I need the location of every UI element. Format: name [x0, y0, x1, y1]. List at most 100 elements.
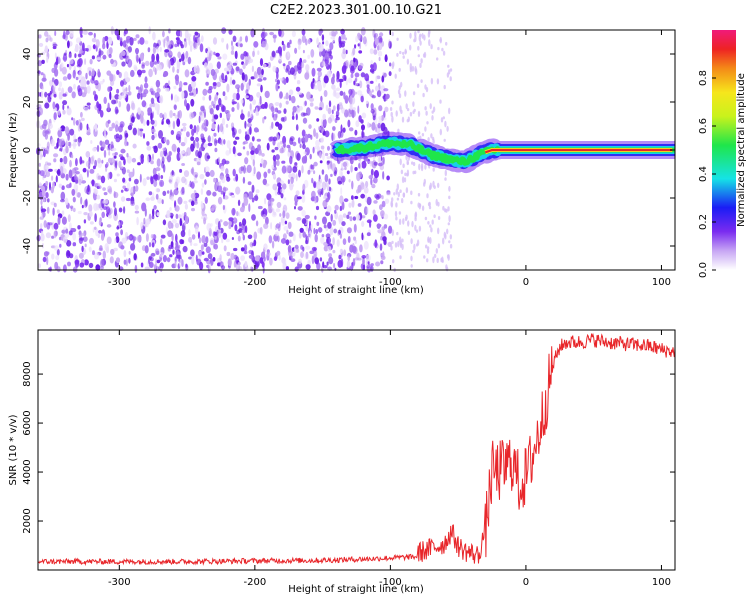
noise-blob	[166, 155, 172, 163]
noise-blob	[377, 229, 383, 234]
noise-blob	[124, 28, 128, 35]
noise-blob	[168, 179, 172, 183]
noise-blob	[219, 112, 222, 118]
noise-blob	[66, 107, 72, 116]
noise-blob	[298, 258, 302, 265]
noise-blob	[104, 35, 109, 42]
noise-blob	[232, 62, 237, 66]
noise-blob	[430, 77, 434, 85]
noise-blob	[322, 153, 325, 161]
noise-blob	[262, 214, 267, 220]
noise-blob	[89, 58, 93, 65]
noise-blob	[325, 104, 329, 112]
noise-blob	[361, 221, 365, 227]
noise-blob	[327, 117, 332, 124]
noise-blob	[250, 150, 255, 156]
noise-blob	[346, 170, 350, 175]
noise-blob	[267, 61, 271, 69]
noise-blob	[316, 221, 320, 226]
noise-blob	[54, 30, 57, 36]
noise-blob	[337, 230, 340, 236]
noise-blob	[56, 110, 61, 115]
noise-blob	[85, 160, 91, 168]
noise-blob	[369, 68, 375, 73]
noise-blob	[357, 43, 360, 47]
noise-blob	[370, 178, 373, 186]
noise-blob	[448, 215, 451, 223]
noise-blob	[292, 141, 297, 147]
noise-blob	[394, 73, 397, 79]
noise-blob	[340, 171, 343, 178]
noise-blob	[157, 142, 163, 149]
noise-blob	[247, 118, 252, 124]
noise-blob	[417, 54, 420, 58]
noise-blob	[296, 217, 302, 221]
noise-blob	[118, 94, 122, 101]
noise-blob	[402, 163, 405, 169]
noise-blob	[214, 147, 218, 153]
noise-blob	[226, 83, 230, 93]
noise-blob	[338, 36, 342, 44]
noise-blob	[361, 232, 364, 241]
noise-blob	[101, 211, 105, 218]
noise-blob	[240, 255, 246, 261]
noise-blob	[79, 122, 83, 131]
noise-blob	[190, 136, 195, 142]
noise-blob	[424, 126, 427, 132]
y-tick-label: 40	[22, 48, 33, 61]
noise-blob	[288, 60, 292, 66]
noise-blob	[242, 165, 246, 174]
noise-blob	[417, 29, 420, 34]
noise-blob	[218, 232, 222, 239]
noise-blob	[118, 207, 123, 213]
noise-blob	[91, 37, 97, 43]
noise-blob	[231, 40, 233, 47]
noise-blob	[56, 142, 59, 149]
noise-blob	[387, 241, 392, 247]
noise-blob	[135, 47, 139, 55]
noise-blob	[216, 61, 221, 69]
noise-blob	[289, 39, 292, 45]
spectrogram-x-ticks: -300 -200 -100 0 100	[108, 30, 671, 288]
noise-blob	[388, 225, 393, 234]
noise-blob	[431, 219, 434, 225]
noise-blob	[213, 114, 219, 120]
noise-blob	[420, 79, 423, 83]
noise-blob	[307, 133, 311, 139]
noise-blob	[145, 197, 151, 201]
noise-blob	[339, 205, 343, 212]
noise-blob	[162, 30, 165, 38]
noise-blob	[427, 137, 430, 142]
noise-blob	[391, 100, 394, 105]
noise-blob	[411, 161, 414, 165]
noise-blob	[432, 256, 435, 264]
noise-blob	[307, 54, 311, 60]
noise-blob	[357, 203, 362, 207]
noise-blob	[394, 210, 398, 217]
noise-blob	[92, 250, 95, 256]
noise-blob	[190, 80, 197, 88]
noise-blob	[396, 197, 400, 201]
noise-blob	[165, 87, 170, 92]
noise-blob	[449, 243, 453, 249]
noise-blob	[391, 240, 394, 244]
noise-blob	[413, 108, 416, 112]
noise-blob	[223, 139, 226, 145]
noise-blob	[255, 111, 259, 116]
noise-blob	[103, 96, 107, 104]
noise-blob	[313, 161, 318, 167]
noise-blob	[52, 77, 55, 83]
noise-blob	[315, 205, 320, 211]
noise-blob	[228, 191, 231, 197]
noise-blob	[89, 168, 95, 174]
noise-blob	[52, 45, 57, 50]
noise-blob	[81, 245, 84, 253]
noise-blob	[131, 157, 137, 163]
noise-blob	[67, 105, 69, 109]
noise-blob	[166, 139, 170, 146]
noise-blob	[330, 36, 336, 40]
noise-blob	[384, 106, 389, 113]
noise-blob	[72, 196, 76, 203]
snr-y-label: SNR (10 * v/v)	[8, 414, 19, 485]
noise-blob	[395, 202, 398, 208]
